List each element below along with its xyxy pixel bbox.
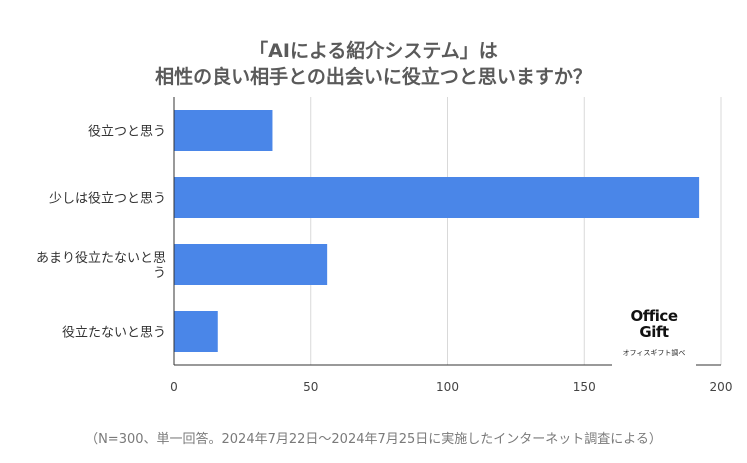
- chart-title-line-2: 相性の良い相手との出会いに役立つと思いますか？: [155, 66, 592, 88]
- bar: [174, 110, 273, 151]
- x-tick-label: 100: [436, 380, 459, 394]
- office-gift-logo: Office Gift オフィスギフト調べ: [612, 300, 696, 370]
- bar: [174, 311, 218, 352]
- logo-line-1: Office: [630, 307, 678, 325]
- bar: [174, 244, 328, 285]
- tick-labels: 0 50 100 150 200: [170, 380, 732, 394]
- category-label: 役立つと思う: [88, 125, 166, 140]
- chart-title-line-1: 「AIによる紹介システム」は: [249, 40, 498, 62]
- gridlines: [310, 97, 722, 365]
- chart-title: 「AIによる紹介システム」は 相性の良い相手との出会いに役立つと思いますか？: [0, 38, 747, 90]
- bars: [174, 110, 700, 352]
- bar: [174, 177, 700, 218]
- x-tick-label: 200: [710, 380, 733, 394]
- category-label: 役立たないと思う: [62, 326, 166, 341]
- x-tick-label: 0: [170, 380, 178, 394]
- category-label: う: [153, 266, 166, 281]
- category-label: 少しは役立つと思う: [49, 192, 166, 207]
- logo-line-2: Gift: [639, 323, 669, 341]
- x-tick-label: 150: [573, 380, 596, 394]
- category-label: あまり役立たないと思: [36, 251, 166, 266]
- x-tick-label: 50: [303, 380, 318, 394]
- logo-caption: オフィスギフト調べ: [622, 349, 686, 357]
- survey-footnote: （N=300、単一回答。2024年7月22日〜2024年7月25日に実施したイン…: [85, 432, 662, 447]
